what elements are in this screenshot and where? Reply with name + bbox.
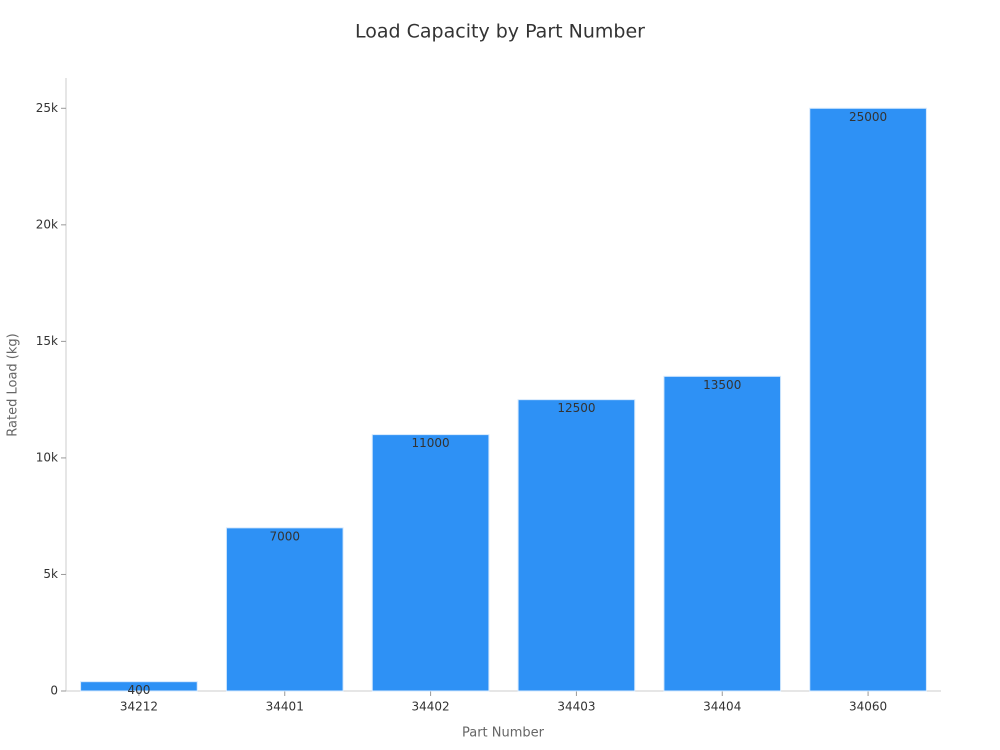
x-tick-label: 34402 [411, 700, 449, 714]
bar [809, 107, 927, 692]
y-tick-label: 25k [36, 101, 58, 115]
value-label: 13500 [703, 378, 741, 392]
y-axis-label: Rated Load (kg) [6, 333, 21, 436]
bar [517, 399, 636, 692]
x-tick-label: 34403 [557, 700, 595, 714]
x-tick-label: 34060 [849, 700, 887, 714]
value-label: 25000 [849, 110, 887, 124]
y-tick-label: 10k [36, 450, 58, 464]
y-tick-label: 5k [43, 567, 58, 581]
bar [663, 375, 782, 692]
value-label: 400 [127, 683, 150, 697]
chart-title: Load Capacity by Part Number [355, 21, 645, 43]
y-tick-label: 0 [50, 684, 58, 698]
x-axis-label: Part Number [462, 726, 545, 741]
bar [371, 434, 490, 692]
x-tick-label: 34212 [120, 700, 158, 714]
value-label: 12500 [557, 401, 595, 415]
value-label: 7000 [269, 529, 300, 543]
bar [225, 527, 344, 692]
bar [80, 681, 198, 692]
value-label: 11000 [411, 436, 449, 450]
y-tick-label: 20k [36, 217, 58, 231]
y-tick-label: 15k [36, 334, 58, 348]
x-tick-label: 34401 [266, 700, 304, 714]
x-tick-label: 34404 [703, 700, 741, 714]
